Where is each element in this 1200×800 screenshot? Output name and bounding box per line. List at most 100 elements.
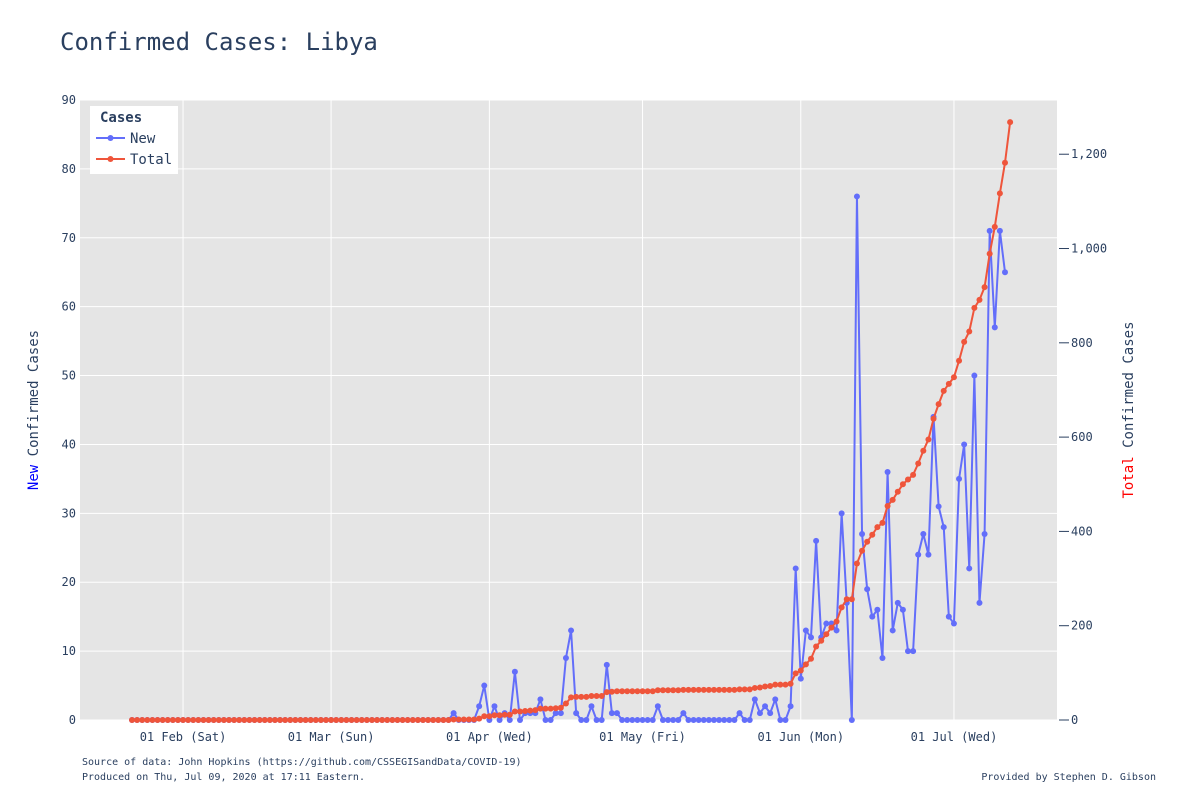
data-point-total[interactable]: [920, 447, 927, 454]
data-point-new[interactable]: [782, 717, 789, 723]
data-point-total[interactable]: [129, 717, 135, 723]
data-point-new[interactable]: [823, 620, 830, 627]
data-point-total[interactable]: [312, 717, 319, 723]
data-point-total[interactable]: [695, 686, 702, 693]
data-point-new[interactable]: [976, 599, 983, 606]
data-point-total[interactable]: [971, 304, 978, 311]
data-point-total[interactable]: [297, 717, 304, 723]
data-point-total[interactable]: [910, 471, 917, 478]
data-point-total[interactable]: [716, 686, 723, 693]
data-point-total[interactable]: [894, 488, 901, 495]
data-point-total[interactable]: [756, 684, 763, 691]
data-point-total[interactable]: [741, 686, 748, 693]
data-point-new[interactable]: [1002, 269, 1008, 276]
data-point-total[interactable]: [956, 357, 963, 364]
data-point-total[interactable]: [552, 705, 559, 712]
data-point-total[interactable]: [246, 717, 253, 723]
data-point-total[interactable]: [317, 717, 324, 723]
data-point-total[interactable]: [711, 686, 717, 693]
data-point-total[interactable]: [261, 717, 268, 723]
data-point-new[interactable]: [726, 717, 733, 723]
data-point-total[interactable]: [379, 717, 386, 723]
data-point-total[interactable]: [471, 716, 478, 723]
data-point-total[interactable]: [925, 436, 932, 443]
data-point-new[interactable]: [767, 710, 774, 717]
data-point-total[interactable]: [705, 686, 712, 693]
data-point-new[interactable]: [680, 710, 687, 717]
data-point-total[interactable]: [797, 667, 804, 674]
data-point-new[interactable]: [608, 710, 615, 717]
data-point-new[interactable]: [986, 227, 993, 234]
data-point-total[interactable]: [685, 686, 692, 693]
data-point-new[interactable]: [552, 710, 559, 717]
data-point-new[interactable]: [665, 717, 672, 723]
data-point-total[interactable]: [302, 717, 309, 723]
data-point-new[interactable]: [670, 717, 677, 723]
data-point-new[interactable]: [808, 634, 814, 641]
data-point-new[interactable]: [573, 710, 580, 717]
data-point-total[interactable]: [287, 717, 294, 723]
data-point-total[interactable]: [981, 284, 988, 291]
data-point-total[interactable]: [338, 717, 345, 723]
data-point-total[interactable]: [808, 655, 814, 662]
data-point-total[interactable]: [859, 547, 866, 554]
data-point-total[interactable]: [731, 686, 738, 693]
data-point-new[interactable]: [879, 655, 886, 661]
data-point-total[interactable]: [440, 717, 447, 723]
data-point-new[interactable]: [705, 717, 712, 723]
data-point-new[interactable]: [649, 717, 656, 723]
data-point-new[interactable]: [762, 703, 769, 710]
data-point-total[interactable]: [813, 643, 820, 650]
data-point-new[interactable]: [721, 717, 728, 723]
data-point-total[interactable]: [690, 686, 697, 693]
data-point-total[interactable]: [767, 683, 774, 690]
data-point-new[interactable]: [899, 606, 906, 613]
data-point-new[interactable]: [685, 717, 692, 723]
data-point-total[interactable]: [282, 717, 289, 723]
data-point-total[interactable]: [818, 637, 825, 644]
data-point-total[interactable]: [271, 717, 278, 723]
data-point-total[interactable]: [996, 190, 1003, 197]
data-point-total[interactable]: [986, 250, 993, 257]
data-point-total[interactable]: [450, 716, 457, 723]
data-point-new[interactable]: [542, 717, 549, 723]
data-point-new[interactable]: [506, 717, 513, 723]
data-point-new[interactable]: [619, 717, 626, 723]
data-point-total[interactable]: [940, 387, 947, 394]
data-point-total[interactable]: [159, 717, 166, 723]
data-point-total[interactable]: [195, 717, 202, 723]
data-point-total[interactable]: [593, 692, 600, 699]
data-point-total[interactable]: [425, 717, 432, 723]
data-point-new[interactable]: [915, 551, 922, 558]
data-point-new[interactable]: [588, 703, 595, 710]
data-point-new[interactable]: [598, 717, 605, 723]
data-point-total[interactable]: [961, 338, 968, 345]
data-point-total[interactable]: [455, 716, 462, 723]
data-point-total[interactable]: [649, 688, 656, 695]
data-point-total[interactable]: [460, 716, 467, 723]
data-point-new[interactable]: [654, 703, 661, 710]
data-point-total[interactable]: [634, 688, 641, 695]
legend[interactable]: Cases New Total: [90, 106, 178, 174]
data-point-new[interactable]: [905, 648, 911, 655]
data-point-total[interactable]: [879, 519, 886, 526]
data-point-total[interactable]: [476, 715, 483, 722]
data-point-total[interactable]: [746, 686, 753, 693]
data-point-total[interactable]: [307, 717, 314, 723]
data-point-total[interactable]: [445, 717, 452, 723]
data-point-total[interactable]: [864, 538, 871, 545]
data-point-total[interactable]: [935, 401, 942, 408]
data-point-total[interactable]: [399, 717, 406, 723]
data-point-total[interactable]: [772, 681, 779, 688]
data-point-total[interactable]: [568, 694, 575, 701]
data-point-new[interactable]: [981, 531, 988, 537]
data-point-new[interactable]: [511, 668, 518, 675]
data-point-new[interactable]: [476, 703, 483, 710]
data-point-total[interactable]: [777, 681, 784, 688]
data-point-new[interactable]: [690, 717, 697, 723]
data-point-total[interactable]: [384, 717, 391, 723]
data-point-total[interactable]: [517, 708, 523, 715]
data-point-total[interactable]: [869, 531, 876, 538]
data-point-total[interactable]: [583, 693, 590, 700]
data-point-new[interactable]: [864, 586, 871, 593]
